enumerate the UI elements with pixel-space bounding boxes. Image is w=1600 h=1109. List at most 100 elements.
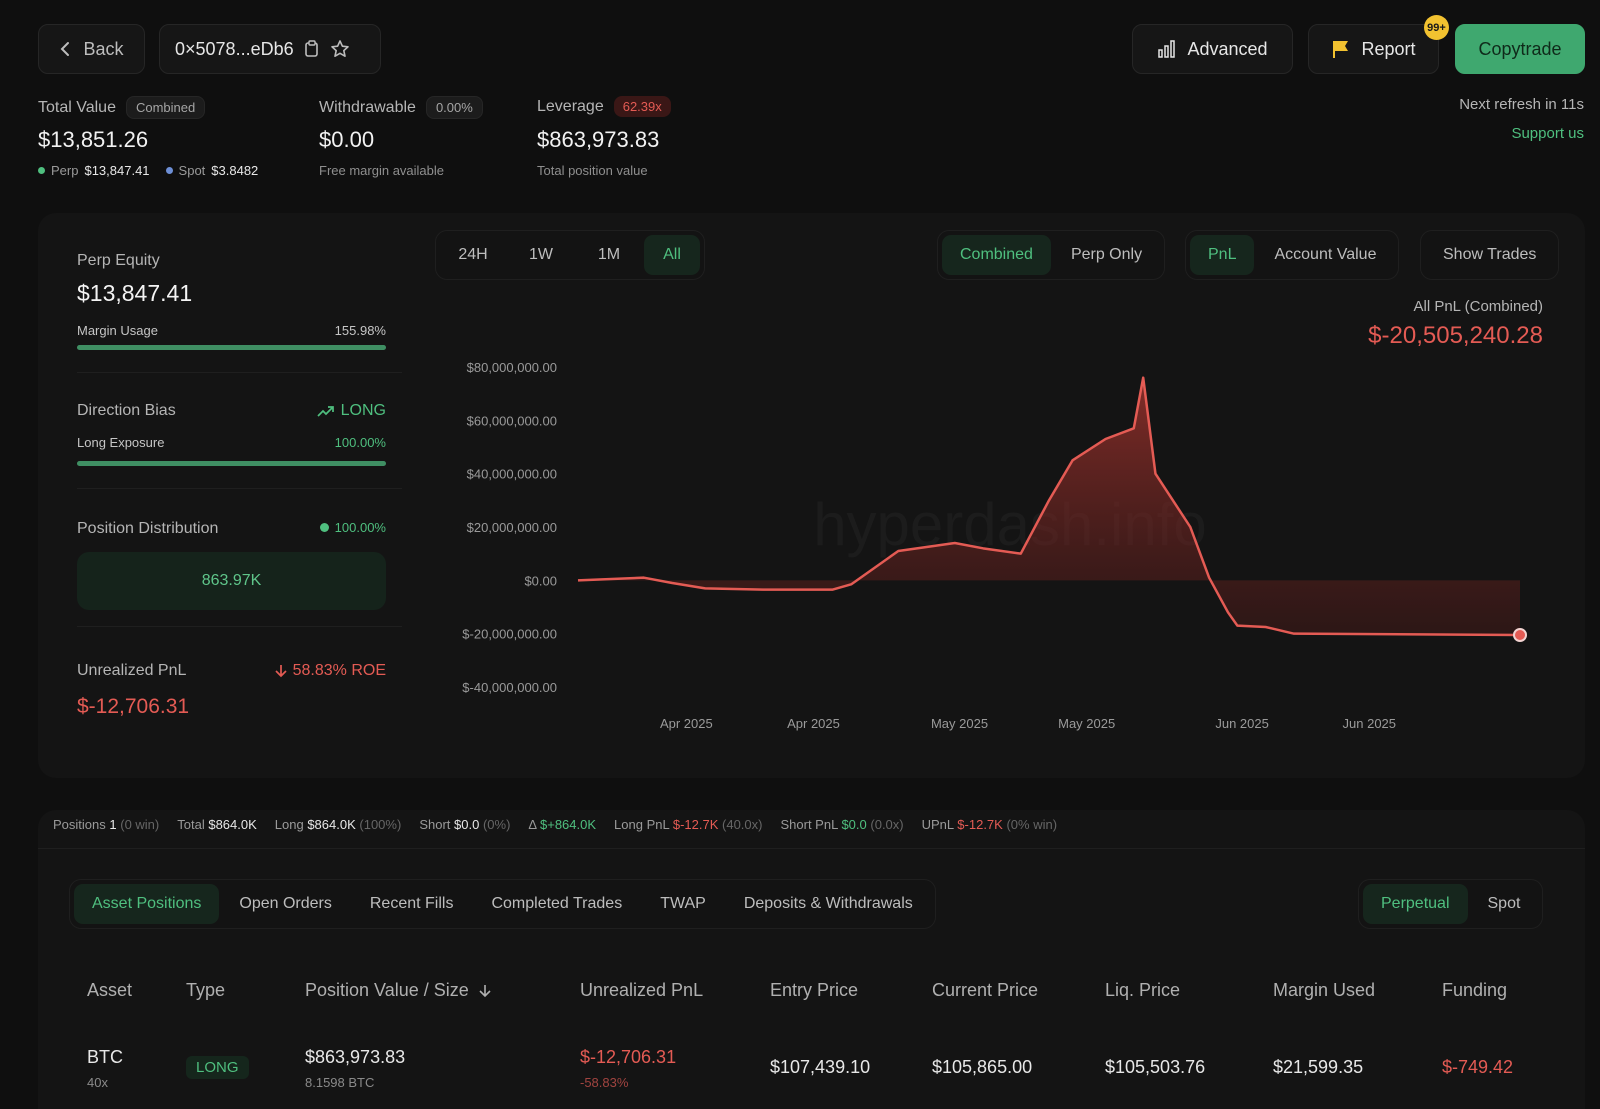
stat-total-value: $864.0K [208,817,257,832]
chart-total-value: $-20,505,240.28 [1368,322,1543,349]
stat-positions-label: Positions [53,817,106,832]
row-liq-price: $105,503.76 [1105,1057,1206,1077]
y-tick-label: $20,000,000.00 [467,520,557,535]
tab-twap[interactable]: TWAP [660,895,706,912]
withdrawable-value: $0.00 [319,127,375,152]
advanced-button[interactable]: Advanced [1132,24,1293,74]
metric-account-value[interactable]: Account Value [1274,246,1377,263]
timeframe-1m[interactable]: 1M [597,246,621,263]
x-tick-label: May 2025 [931,716,988,731]
stat-positions-value: 1 [109,817,117,832]
mode-perp-only[interactable]: Perp Only [1070,246,1143,263]
x-tick-label: Apr 2025 [787,716,840,731]
chevron-left-icon [61,42,70,56]
leverage-sub: Total position value [537,163,648,178]
tab-deposits-withdrawals[interactable]: Deposits & Withdrawals [743,895,913,912]
leverage-value: $863,973.83 [537,127,660,152]
long-exposure-bar [77,461,386,466]
row-position-value: $863,973.83 [305,1047,406,1067]
col-margin-used[interactable]: Margin Used [1273,980,1376,1000]
report-button[interactable]: Report [1308,24,1439,74]
mode-combined[interactable]: Combined [942,235,1051,275]
long-exposure-label: Long Exposure [77,435,165,450]
support-link[interactable]: Support us [1511,125,1584,142]
x-tick-label: Jun 2025 [1343,716,1397,731]
tab-asset-positions[interactable]: Asset Positions [74,884,220,924]
report-label: Report [1361,38,1416,59]
row-entry-price: $107,439.10 [770,1057,871,1077]
refresh-countdown: Next refresh in 11s [1459,96,1584,113]
sort-down-icon [479,984,491,997]
stat-short-label: Short [419,817,451,832]
flag-icon [1333,41,1349,58]
stat-upnl-value: $-12.7K [957,817,1003,832]
col-entry-price[interactable]: Entry Price [770,980,859,1000]
stat-delta-value: $+864.0K [540,817,597,832]
col-asset[interactable]: Asset [87,980,133,1000]
margin-usage-value: 155.98% [334,323,386,338]
position-distribution-pct: 100.00% [334,520,386,535]
pnl-area [578,377,1520,635]
direction-value: LONG [340,402,386,419]
margin-usage-label: Margin Usage [77,323,158,338]
market-perpetual[interactable]: Perpetual [1363,884,1468,924]
star-icon[interactable] [330,39,350,59]
timeframe-24h[interactable]: 24H [458,246,488,263]
unrealized-pnl-value: $-12,706.31 [77,695,190,718]
withdrawable-label: Withdrawable [319,98,416,116]
positions-card [38,810,1585,1109]
pnl-chart[interactable]: hyperdash.info$80,000,000.00$60,000,000.… [420,345,1570,745]
spot-label: Spot [178,163,206,178]
stat-short-value: $0.0 [454,817,480,832]
direction-bias-label: Direction Bias [77,402,176,419]
withdrawable-sub: Free margin available [319,163,445,178]
copytrade-button[interactable]: Copytrade [1455,24,1585,74]
perp-dot [38,167,45,174]
row-type-badge: LONG [186,1056,249,1079]
stat-long-sub: (100%) [359,817,402,832]
report-badge: 99+ [1424,15,1449,40]
perp-label: Perp [51,163,79,178]
chart-total-label: All PnL (Combined) [1413,298,1544,315]
leverage-badge: 62.39x [613,96,671,117]
position-distribution-block[interactable]: 863.97K [77,552,386,610]
tab-completed-trades[interactable]: Completed Trades [491,895,623,912]
timeframe-selector: 24H 1W 1M All [435,230,705,280]
withdrawable-badge: 0.00% [425,96,483,119]
tab-recent-fills[interactable]: Recent Fills [369,895,454,912]
y-tick-label: $0.00 [524,573,557,588]
timeframe-all[interactable]: All [644,235,700,275]
y-tick-label: $40,000,000.00 [467,467,557,482]
stat-long-label: Long [274,817,304,832]
col-position-value[interactable]: Position Value / Size [305,980,491,1001]
spot-dot [165,167,173,174]
stat-long-value: $864.0K [307,817,356,832]
col-unrealized-pnl[interactable]: Unrealized PnL [580,980,704,1000]
stat-upnl-sub: (0% win) [1006,817,1058,832]
positions-tabs: Asset Positions Open Orders Recent Fills… [69,879,936,929]
tab-open-orders[interactable]: Open Orders [239,895,332,912]
pnl-line [577,376,1521,637]
leverage-label: Leverage [537,97,604,115]
row-asset: BTC [87,1047,123,1067]
market-spot[interactable]: Spot [1487,895,1521,912]
row-unrealized-pnl: $-12,706.31 [580,1047,677,1067]
col-current-price[interactable]: Current Price [932,980,1039,1000]
row-current-price: $105,865.00 [932,1057,1033,1077]
stat-long-pnl-sub: (40.0x) [722,817,763,832]
stat-short-sub: (0%) [482,817,511,832]
spot-value: $3.8482 [211,163,259,178]
copy-icon[interactable] [304,40,320,58]
col-liq-price[interactable]: Liq. Price [1105,980,1181,1000]
positions-stats: Positions 1 (0 win) Total $864.0K Long $… [53,817,1057,832]
pnl-end-point [1513,628,1527,642]
stat-short-pnl-sub: (0.0x) [870,817,904,832]
timeframe-1w[interactable]: 1W [529,246,553,263]
long-exposure-value: 100.00% [334,435,386,450]
show-trades-button[interactable]: Show Trades [1443,246,1537,263]
metric-pnl[interactable]: PnL [1190,235,1255,275]
col-funding[interactable]: Funding [1442,980,1508,1000]
back-button[interactable]: Back [38,24,145,74]
col-type[interactable]: Type [186,980,226,1000]
stat-total-label: Total [177,817,205,832]
